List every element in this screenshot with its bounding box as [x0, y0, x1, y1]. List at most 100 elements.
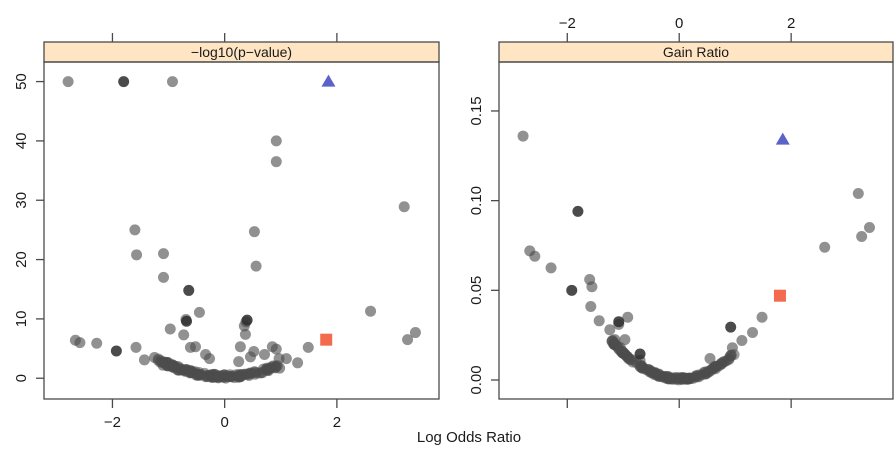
x-tick-label: −2	[559, 15, 576, 32]
data-point	[409, 327, 421, 339]
panel-title: Gain Ratio	[663, 44, 729, 60]
data-point	[402, 334, 414, 346]
data-point	[863, 222, 875, 234]
x-tick-label: 2	[333, 414, 341, 431]
square-marker	[773, 289, 786, 302]
data-point	[718, 356, 730, 368]
data-point	[545, 262, 557, 274]
data-point	[189, 341, 201, 353]
data-point	[234, 341, 246, 353]
y-tick-label: 0	[13, 374, 30, 382]
data-point	[129, 224, 141, 236]
data-point	[292, 357, 304, 369]
data-point	[164, 323, 176, 335]
data-point	[585, 300, 597, 312]
data-point	[270, 156, 282, 168]
data-point	[204, 353, 216, 365]
x-tick-label: 0	[675, 15, 683, 32]
data-point	[239, 328, 251, 340]
data-point	[736, 335, 748, 347]
data-point	[398, 201, 410, 213]
data-point	[259, 349, 271, 361]
data-point	[725, 321, 737, 333]
panel-frame	[498, 61, 894, 400]
data-point	[244, 351, 256, 363]
data-point	[586, 281, 598, 293]
data-point	[249, 366, 261, 378]
data-point	[675, 373, 687, 385]
data-point	[224, 369, 236, 381]
data-point	[710, 360, 722, 372]
data-point	[517, 130, 529, 142]
data-point	[178, 329, 190, 341]
data-point	[684, 373, 696, 385]
data-point	[726, 342, 738, 354]
x-axis-label: Log Odds Ratio	[417, 429, 521, 446]
y-tick-label: 50	[13, 73, 30, 90]
data-point	[634, 348, 646, 360]
data-point	[529, 250, 541, 262]
data-point	[131, 249, 143, 261]
y-tick-label: 40	[13, 133, 30, 150]
data-point	[302, 341, 314, 353]
data-point	[118, 76, 130, 88]
data-point	[819, 241, 831, 253]
data-point	[619, 334, 631, 346]
panel-title: −log10(p−value)	[191, 44, 292, 60]
data-point	[233, 356, 245, 368]
data-point	[609, 334, 621, 346]
data-point	[756, 311, 768, 323]
data-point	[747, 326, 759, 338]
data-point	[604, 324, 616, 336]
triangle-marker	[321, 74, 336, 87]
data-point	[856, 231, 868, 243]
data-point	[852, 187, 864, 199]
data-point	[622, 311, 634, 323]
data-point	[91, 337, 103, 349]
data-point	[183, 284, 195, 296]
data-point	[270, 135, 282, 147]
data-point	[138, 354, 150, 366]
data-point	[614, 342, 626, 354]
data-point	[572, 205, 584, 217]
data-point	[110, 345, 122, 357]
data-point	[149, 351, 161, 363]
data-point	[250, 260, 262, 272]
data-point	[62, 76, 74, 88]
data-point	[270, 343, 282, 355]
points-layer	[62, 74, 421, 384]
data-point	[593, 315, 605, 327]
panel-gain-ratio: Gain Ratio −2 0 2 0.00 0.05 0.10 0.15	[468, 15, 894, 408]
data-point	[166, 76, 178, 88]
data-point	[365, 305, 377, 317]
x-tick-label: 2	[787, 15, 795, 32]
data-point	[646, 367, 658, 379]
data-point	[193, 368, 205, 380]
points-layer	[517, 130, 875, 386]
data-point	[193, 306, 205, 318]
triangle-marker	[775, 132, 790, 145]
y-tick-label: 0.05	[468, 276, 485, 305]
data-point	[158, 248, 170, 260]
data-point	[656, 370, 668, 382]
data-point	[566, 284, 578, 296]
data-point	[74, 337, 86, 349]
data-point	[704, 352, 716, 364]
data-point	[274, 362, 286, 374]
data-point	[168, 361, 180, 373]
y-tick-label: 10	[13, 311, 30, 328]
x-tick-label: −2	[104, 414, 121, 431]
y-tick-label: 20	[13, 251, 30, 268]
square-marker	[320, 333, 333, 346]
data-point	[157, 359, 169, 371]
y-tick-label: 0.00	[468, 365, 485, 394]
data-point	[241, 314, 253, 326]
panel-frame	[43, 61, 440, 400]
y-tick-label: 0.10	[468, 186, 485, 215]
data-point	[624, 354, 636, 366]
data-point	[248, 226, 260, 238]
y-tick-label: 0.15	[468, 96, 485, 125]
data-point	[613, 316, 625, 328]
